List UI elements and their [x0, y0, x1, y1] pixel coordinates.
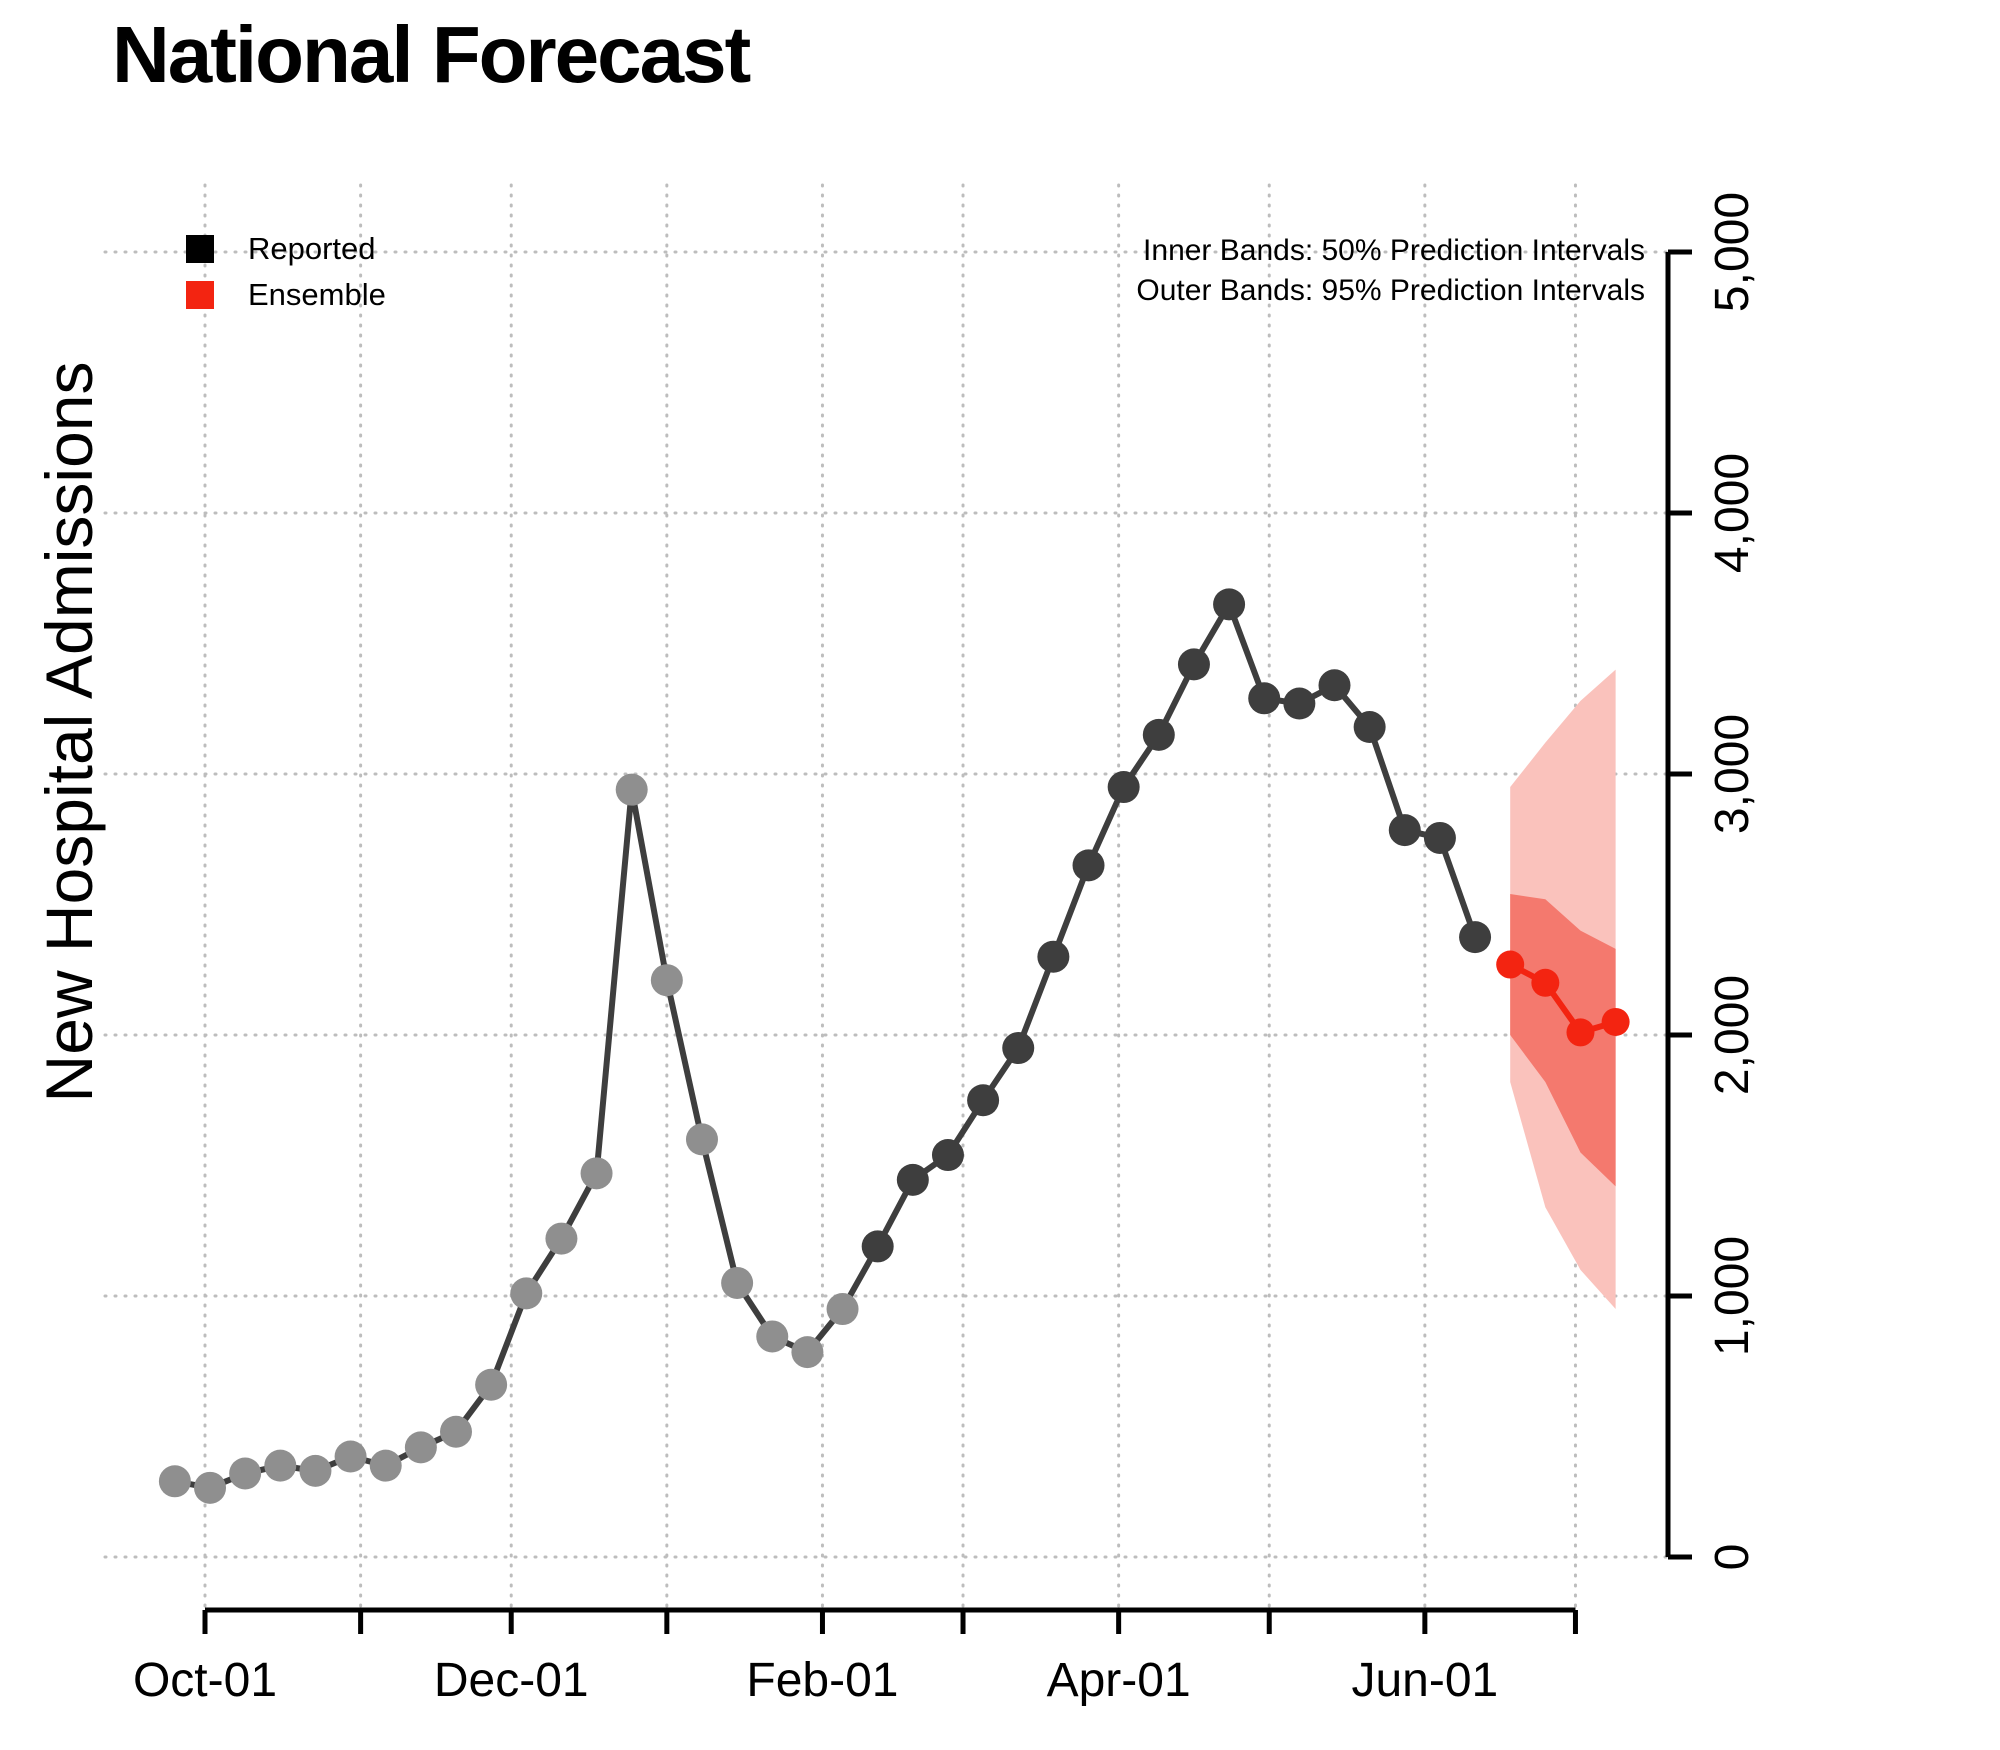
y-axis-tick-label: 1,000	[1706, 1236, 1759, 1356]
legend-label-ensemble: Ensemble	[248, 277, 386, 312]
reported-point	[510, 1277, 543, 1310]
x-axis-tick-label: Dec-01	[434, 1654, 589, 1707]
x-axis-tick-label: Oct-01	[133, 1654, 277, 1707]
reported-point	[861, 1230, 894, 1263]
ensemble-series	[1496, 950, 1630, 1047]
inner-50-band	[1510, 894, 1616, 1187]
reported-line	[174, 601, 1478, 1491]
y-axis-tick-label: 3,000	[1706, 714, 1759, 834]
reported-point	[931, 1139, 964, 1172]
reported-point	[545, 1222, 578, 1255]
ensemble-point	[1601, 1007, 1630, 1036]
reported-point	[404, 1431, 437, 1464]
y-axis-tick-label: 2,000	[1706, 975, 1759, 1095]
reported-point	[1072, 849, 1105, 882]
reported-point	[1283, 687, 1316, 720]
reported-point	[158, 1465, 191, 1498]
reported-point	[1213, 588, 1246, 621]
ensemble-point	[1496, 950, 1525, 979]
reported-point	[1142, 718, 1175, 751]
reported-point	[334, 1440, 367, 1473]
annotation-outer-bands: Outer Bands: 95% Prediction Intervals	[1136, 274, 1645, 307]
legend-label-reported: Reported	[248, 231, 376, 266]
reported-point	[580, 1157, 613, 1190]
reported-point	[1037, 940, 1070, 973]
reported-series	[158, 588, 1492, 1504]
legend-swatch-reported	[186, 235, 214, 263]
ensemble-point	[1566, 1018, 1595, 1047]
reported-point	[299, 1454, 332, 1487]
reported-point	[1388, 814, 1421, 847]
reported-point	[1002, 1032, 1035, 1065]
reported-point	[440, 1415, 472, 1448]
ensemble-line	[1508, 961, 1617, 1036]
legend-swatch-ensemble	[186, 281, 214, 309]
ensemble-point	[1531, 968, 1560, 997]
reported-point	[1248, 682, 1281, 715]
reported-point	[685, 1123, 718, 1156]
page-title: National Forecast	[112, 10, 751, 99]
reported-point	[615, 773, 648, 806]
x-axis-tick-label: Apr-01	[1047, 1654, 1191, 1707]
reported-point	[896, 1163, 929, 1196]
y-axis-tick-label: 0	[1706, 1544, 1759, 1571]
reported-point	[1318, 669, 1351, 702]
reported-point	[791, 1336, 824, 1369]
y-axis-tick-label: 5,000	[1706, 192, 1759, 312]
reported-point	[1459, 921, 1492, 954]
reported-point	[826, 1293, 859, 1326]
reported-point	[229, 1457, 262, 1490]
reported-point	[369, 1449, 402, 1482]
reported-point	[1353, 711, 1386, 744]
y-axis-tick-label: 4,000	[1706, 453, 1759, 573]
reported-point	[1177, 648, 1210, 681]
x-axis-tick-label: Feb-01	[746, 1654, 898, 1707]
reported-point	[1107, 771, 1140, 804]
annotation-inner-bands: Inner Bands: 50% Prediction Intervals	[1143, 234, 1645, 267]
y-axis-title: New Hospital Admissions	[32, 362, 106, 1103]
gridlines	[103, 183, 1670, 1612]
interval-annotations: Inner Bands: 50% Prediction Intervals Ou…	[1136, 234, 1645, 307]
reported-point	[756, 1320, 789, 1353]
reported-point	[475, 1368, 508, 1401]
prediction-interval-bands	[1510, 669, 1616, 1310]
reported-point	[264, 1449, 297, 1482]
legend: Reported Ensemble	[186, 231, 386, 312]
reported-point	[650, 964, 683, 997]
reported-point	[721, 1266, 754, 1299]
reported-point	[967, 1084, 1000, 1117]
x-axis-tick-label: Jun-01	[1351, 1654, 1498, 1707]
reported-point	[194, 1471, 227, 1504]
reported-point	[1423, 821, 1456, 854]
axes: Oct-01 Dec-01 Feb-01 Apr-01 Jun-01 0 1,000 2,00…	[133, 192, 1759, 1707]
